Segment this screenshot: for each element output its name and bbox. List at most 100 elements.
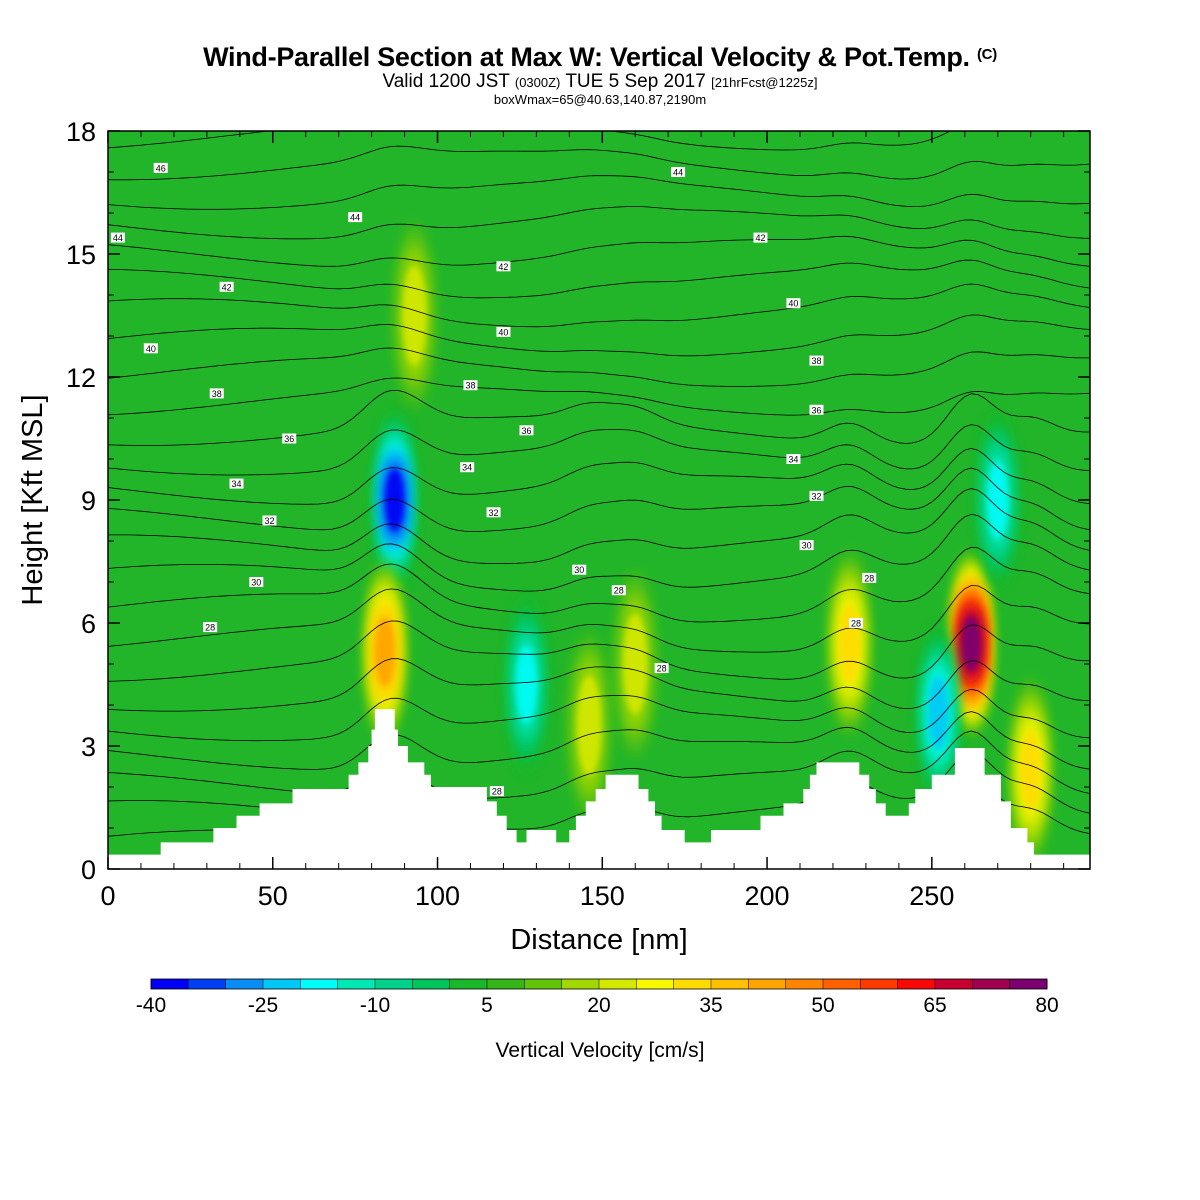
isentrope-label-text: 36 — [284, 434, 294, 444]
isentrope-label: 36 — [519, 425, 534, 436]
y-tick-label: 9 — [81, 486, 96, 516]
velocity-band — [928, 677, 949, 750]
velocity-band — [962, 616, 981, 671]
colorbar-swatch — [188, 979, 227, 989]
isentrope-label-text: 30 — [574, 565, 584, 575]
isentrope-label-text: 28 — [851, 619, 861, 629]
isentrope-line — [108, 424, 1090, 476]
box-wmax-info: boxWmax=65@40.63,140.87,2190m — [493, 92, 707, 107]
y-tick-label: 15 — [66, 240, 96, 270]
isentrope-label-text: 44 — [673, 168, 683, 178]
velocity-cell — [508, 594, 545, 775]
y-tick-label: 18 — [66, 117, 96, 147]
isentrope-line — [108, 390, 1090, 446]
isentrope-label-text: 46 — [156, 163, 166, 173]
isentrope-line — [108, 131, 952, 151]
chart-title-text: Wind-Parallel Section at Max W: Vertical… — [203, 42, 970, 72]
isentrope-label: 36 — [282, 433, 297, 444]
x-tick-label: 0 — [100, 881, 115, 911]
isentrope-labels: 46 44 44 44 42 42 42 40 40 40 38 38 38 36 36 36 34 34 34 32… — [110, 162, 877, 797]
isentrope-label-text: 38 — [465, 381, 475, 391]
velocity-band — [515, 645, 538, 724]
isentrope-label: 32 — [486, 507, 501, 518]
valid-time: Valid 1200 JST — [382, 71, 510, 92]
isentrope-label: 34 — [460, 462, 475, 473]
isentrope-label: 42 — [753, 232, 768, 243]
x-tick-label: 250 — [909, 881, 954, 911]
colorbar-swatch — [375, 979, 413, 989]
x-tick-label: 50 — [258, 881, 288, 911]
colorbar-swatch — [412, 979, 451, 989]
x-tick-label: 200 — [745, 881, 790, 911]
isentrope-label-text: 30 — [251, 578, 261, 588]
colorbar-tick-label: 65 — [923, 994, 946, 1017]
colorbar-swatch — [337, 979, 376, 989]
velocity-band — [622, 614, 648, 714]
plot-area: 46 44 44 44 42 42 42 40 40 40 38 38 38 36 36 36 34 34 34 32… — [108, 131, 1090, 869]
colorbar-swatch — [897, 979, 936, 989]
isentrope-label: 42 — [496, 261, 511, 272]
isentrope-label: 36 — [809, 404, 824, 415]
isentrope-line — [108, 467, 1090, 532]
isentrope-label-text: 44 — [113, 233, 123, 243]
valid-utc: (0300Z) — [514, 75, 561, 90]
colorbar-tick-label: 5 — [481, 994, 493, 1017]
isentrope-label-text: 34 — [232, 479, 242, 489]
isentrope-label: 42 — [219, 281, 234, 292]
colorbar-swatch — [711, 979, 749, 989]
colorbar-swatch — [972, 979, 1011, 989]
isentrope-label-text: 34 — [788, 455, 798, 465]
colorbar-swatch — [935, 979, 973, 989]
colorbar-swatch — [524, 979, 563, 989]
colorbar-swatch — [860, 979, 899, 989]
isentrope-line — [108, 377, 1090, 416]
colorbar-swatch — [636, 979, 675, 989]
isentrope-label: 28 — [654, 663, 669, 674]
isentrope-label: 28 — [489, 786, 504, 797]
isentrope-label: 40 — [786, 298, 801, 309]
isentrope-label: 30 — [572, 564, 587, 575]
colorbar-swatch — [263, 979, 301, 989]
isentrope-label: 44 — [671, 167, 686, 178]
colorbar-label: Vertical Velocity [cm/s] — [496, 1039, 705, 1062]
isentrope-label: 44 — [110, 232, 125, 243]
isentrope-label: 34 — [786, 454, 801, 465]
colorbar-tick-label: 20 — [587, 994, 610, 1017]
colorbar-swatch — [785, 979, 824, 989]
x-axis-label: Distance [nm] — [510, 924, 687, 956]
chart-title: Wind-Parallel Section at Max W: Vertical… — [0, 42, 1200, 73]
velocity-band — [1019, 731, 1042, 810]
isentrope-line — [108, 585, 1090, 653]
velocity-band — [374, 617, 395, 686]
isentrope-line — [108, 730, 1090, 799]
copyright-mark: (C) — [976, 46, 997, 63]
isentrope-label: 28 — [849, 618, 864, 629]
isentrope-label: 32 — [262, 515, 277, 526]
velocity-band — [576, 675, 602, 776]
colorbar-tick-label: -25 — [248, 994, 278, 1017]
isentrope-label: 40 — [143, 343, 158, 354]
isentrope-line — [108, 546, 1090, 623]
colorbar-swatch — [151, 979, 189, 989]
isentrope-line — [108, 175, 1090, 210]
isentrope-line — [108, 259, 1090, 299]
isentrope-label-text: 44 — [350, 213, 360, 223]
velocity-cell — [953, 553, 990, 734]
colorbar-swatch — [823, 979, 861, 989]
isentrope-label-text: 38 — [212, 389, 222, 399]
isentrope-label-text: 42 — [222, 282, 232, 292]
x-tick-label: 100 — [415, 881, 460, 911]
isentrope-label-text: 40 — [788, 299, 798, 309]
velocity-cell — [571, 635, 608, 816]
colorbar-swatch — [225, 979, 264, 989]
colorbar-swatch — [561, 979, 600, 989]
isentropes — [108, 131, 1090, 856]
y-tick-label: 12 — [66, 363, 96, 393]
chart-subtitle: Valid 1200 JST (0300Z) TUE 5 Sep 2017 [2… — [0, 71, 1200, 93]
velocity-band — [838, 604, 861, 683]
isentrope-label: 30 — [249, 577, 264, 588]
colorbar-swatch — [449, 979, 488, 989]
velocity-cell — [396, 225, 433, 406]
isentrope-label: 34 — [229, 478, 244, 489]
